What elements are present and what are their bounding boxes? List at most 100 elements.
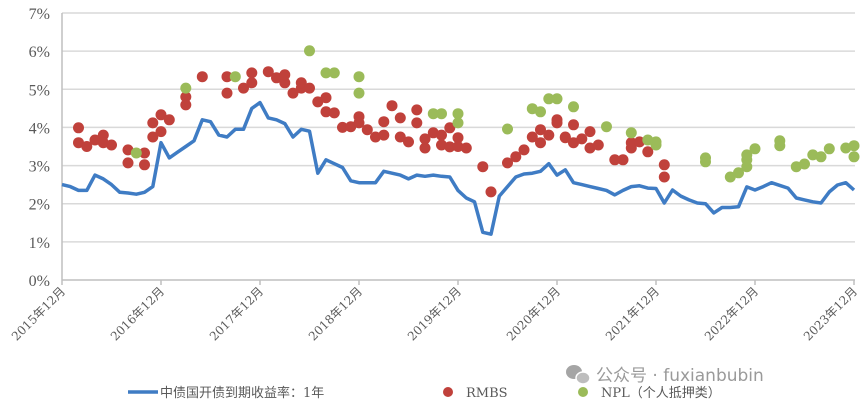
scatter-point-rmbs [122, 157, 134, 169]
legend-dot-npl [578, 387, 588, 397]
scatter-point-npl [700, 156, 711, 168]
y-tick-label: 1% [29, 235, 50, 252]
scatter-point-rmbs [89, 134, 101, 146]
scatter-point-rmbs [139, 147, 150, 159]
scatter-point-rmbs [238, 82, 249, 94]
scatter-point-rmbs [262, 66, 274, 78]
scatter-point-rmbs [625, 137, 637, 149]
wechat-icon [566, 365, 591, 385]
x-tick-label: 2022年12月 [702, 284, 761, 343]
scatter-point-npl [601, 121, 612, 133]
scatter-point-rmbs [526, 131, 538, 143]
y-tick-label: 5% [29, 82, 50, 99]
scatter-point-rmbs [535, 137, 546, 149]
scatter-point-npl [452, 108, 464, 120]
scatter-point-rmbs [510, 151, 522, 163]
watermark-text: 公众号 · fuxianbubin [596, 366, 764, 386]
scatter-point-rmbs [543, 129, 555, 141]
y-tick-label: 2% [29, 197, 50, 214]
series-scatter-group [73, 45, 860, 198]
scatter-point-npl [799, 158, 810, 170]
scatter-point-rmbs [502, 157, 513, 169]
x-tick-label: 2018年12月 [306, 284, 365, 343]
scatter-point-rmbs [551, 117, 563, 129]
scatter-point-npl [650, 136, 662, 148]
scatter-point-rmbs [271, 72, 282, 84]
scatter-point-rmbs [411, 117, 423, 129]
scatter-point-rmbs [81, 141, 93, 152]
scatter-point-rmbs [97, 129, 109, 141]
legend-label-npl: NPL（个人抵押类） [601, 386, 721, 401]
scatter-point-rmbs [634, 136, 645, 148]
scatter-point-rmbs [658, 159, 670, 171]
scatter-point-rmbs [221, 71, 233, 83]
scatter-point-rmbs [180, 99, 192, 111]
scatter-point-npl [180, 82, 192, 94]
y-tick-label: 3% [29, 159, 50, 176]
gridlines [62, 12, 855, 243]
scatter-point-rmbs [155, 126, 167, 138]
scatter-point-rmbs [617, 154, 629, 166]
scatter-point-rmbs [559, 132, 571, 144]
scatter-point-rmbs [106, 139, 117, 151]
x-tick-label: 2020年12月 [504, 284, 563, 343]
legend-item-rmbs: RMBS [443, 386, 508, 401]
series-line-yield [61, 100, 856, 236]
scatter-point-npl [353, 71, 365, 83]
scatter-point-npl [823, 143, 835, 155]
scatter-point-rmbs [452, 141, 464, 152]
scatter-point-rmbs [394, 112, 406, 124]
scatter-point-rmbs [304, 82, 315, 94]
scatter-point-rmbs [535, 124, 546, 136]
scatter-point-npl [807, 149, 819, 161]
scatter-point-rmbs [320, 92, 332, 104]
scatter-point-rmbs [279, 77, 291, 89]
scatter-point-rmbs [246, 67, 258, 79]
scatter-point-rmbs [658, 171, 670, 183]
scatter-point-npl [427, 108, 439, 120]
scatter-point-rmbs [163, 114, 175, 126]
scatter-point-rmbs [196, 71, 208, 83]
scatter-point-npl [353, 87, 365, 99]
legend-label-yield: 中债国开债到期收益率：1年 [160, 385, 324, 401]
scatter-point-npl [543, 93, 555, 105]
scatter-point-rmbs [287, 87, 299, 99]
scatter-point-rmbs [73, 122, 84, 134]
scatter-point-npl [848, 151, 860, 163]
scatter-point-rmbs [370, 131, 381, 143]
x-tick-label: 2021年12月 [603, 284, 662, 343]
scatter-point-npl [568, 101, 579, 113]
scatter-point-rmbs [221, 87, 233, 99]
scatter-point-rmbs [518, 144, 530, 156]
scatter-point-rmbs [312, 96, 324, 108]
scatter-point-rmbs [411, 104, 423, 116]
scatter-point-npl [535, 106, 546, 118]
scatter-point-rmbs [155, 109, 167, 121]
scatter-point-rmbs [436, 139, 447, 151]
scatter-point-rmbs [320, 106, 332, 118]
scatter-point-rmbs [279, 69, 291, 81]
series-line-group [61, 100, 856, 236]
scatter-point-rmbs [584, 126, 596, 138]
scatter-point-npl [724, 171, 736, 183]
scatter-point-npl [815, 151, 827, 163]
scatter-point-npl [452, 117, 464, 129]
scatter-point-rmbs [444, 141, 456, 153]
scatter-point-npl [328, 67, 340, 79]
x-tick-label: 2016年12月 [108, 284, 167, 343]
scatter-point-rmbs [337, 121, 348, 133]
scatter-point-rmbs [460, 142, 472, 154]
scatter-point-rmbs [609, 154, 621, 166]
legend-item-npl: NPL（个人抵押类） [578, 386, 721, 401]
scatter-point-rmbs [378, 116, 390, 128]
scatter-point-rmbs [295, 77, 307, 89]
scatter-point-npl [436, 108, 447, 120]
scatter-point-rmbs [361, 124, 373, 136]
scatter-point-rmbs [485, 186, 497, 198]
scatter-point-rmbs [576, 133, 588, 145]
legend-dot-rmbs [443, 387, 453, 397]
scatter-point-rmbs [328, 107, 340, 119]
scatter-point-npl [130, 147, 142, 159]
scatter-point-npl [229, 71, 241, 83]
